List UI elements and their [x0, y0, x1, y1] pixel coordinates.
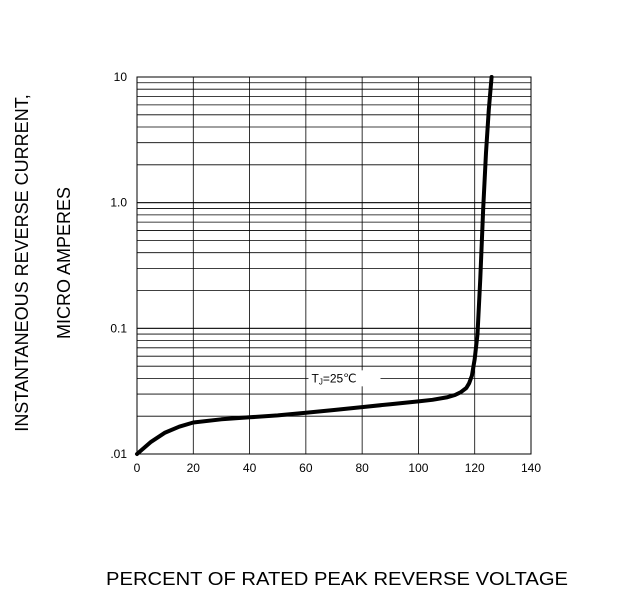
x-tick-label: 40	[243, 461, 257, 475]
grid	[136, 76, 532, 455]
series-line	[135, 75, 494, 456]
x-tick-label: 140	[521, 461, 541, 475]
x-tick-label: 20	[187, 461, 201, 475]
annotation-j: J	[319, 377, 323, 386]
y-tick-label: .01	[110, 447, 127, 461]
x-tick-label: 100	[408, 461, 428, 475]
annotation-t: T	[311, 371, 319, 385]
x-tick-label: 0	[134, 461, 141, 475]
annotation-tj: TJ=25℃	[311, 371, 356, 386]
y-tick-label: 0.1	[110, 321, 127, 335]
y-axis-label-line2: MICRO AMPERES	[54, 187, 74, 339]
x-tick-label: 80	[355, 461, 369, 475]
annotation-background	[308, 370, 381, 387]
tick-labels: 0 20 40 60 80 100 120 140 .01 0.1 1.0 10	[110, 70, 541, 475]
x-tick-label: 60	[299, 461, 313, 475]
y-tick-label: 10	[114, 70, 128, 84]
x-axis-label: PERCENT OF RATED PEAK REVERSE VOLTAGE	[106, 569, 568, 589]
plot-frame	[136, 76, 532, 455]
annotation-rest: =25℃	[323, 371, 357, 385]
y-axis-label-line1: INSTANTANEOUS REVERSE CURRENT,	[12, 94, 32, 431]
y-tick-label: 1.0	[110, 196, 127, 210]
x-tick-label: 120	[465, 461, 485, 475]
